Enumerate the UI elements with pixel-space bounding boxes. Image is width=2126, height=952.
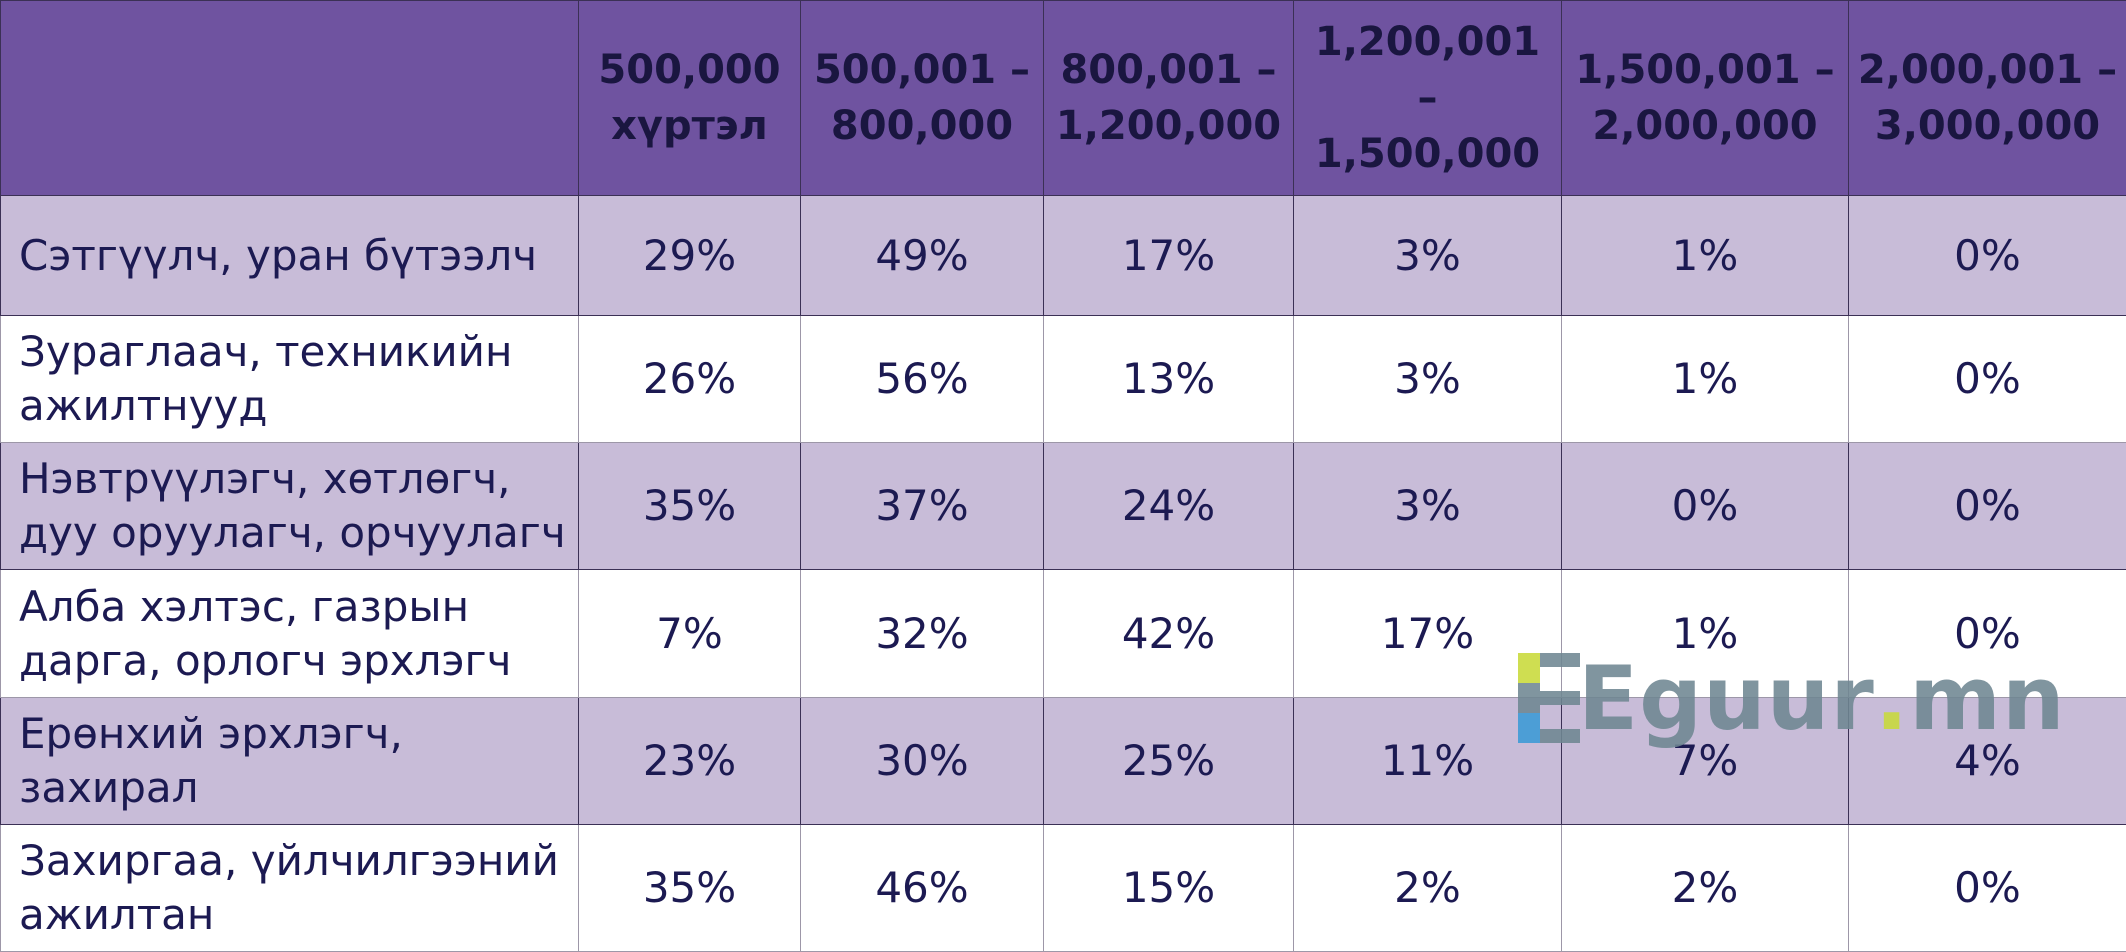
table-row: Алба хэлтэс, газрын дарга, орлогч эрхлэг… [0, 569, 2126, 698]
value-cell: 3% [1293, 194, 1562, 317]
value-cell: 0% [1848, 569, 2126, 698]
table-row: Захиргаа, үйлчилгээний ажилтан 35% 46% 1… [0, 823, 2126, 952]
value-cell: 2% [1293, 823, 1562, 952]
table-row: Сэтгүүлч, уран бүтээлч 29% 49% 17% 3% 1%… [0, 194, 2126, 317]
value-cell: 7% [1561, 696, 1849, 825]
value-cell: 30% [800, 696, 1044, 825]
value-cell: 32% [800, 569, 1044, 698]
row-label: Ерөнхий эрхлэгч, захирал [0, 696, 579, 825]
table-row: Зураглаач, техникийн ажилтнууд 26% 56% 1… [0, 315, 2126, 444]
value-cell: 0% [1848, 194, 2126, 317]
value-cell: 17% [1043, 194, 1294, 317]
table-row: Нэвтрүүлэгч, хөтлөгч, дуу оруулагч, орчу… [0, 442, 2126, 571]
header-cell-range: 1,500,001 – 2,000,000 [1561, 0, 1849, 196]
value-cell: 26% [578, 315, 801, 444]
value-cell: 56% [800, 315, 1044, 444]
value-cell: 3% [1293, 315, 1562, 444]
value-cell: 0% [1848, 315, 2126, 444]
row-label: Захиргаа, үйлчилгээний ажилтан [0, 823, 579, 952]
table-row: Ерөнхий эрхлэгч, захирал 23% 30% 25% 11%… [0, 696, 2126, 825]
header-cell-blank [0, 0, 579, 196]
value-cell: 35% [578, 823, 801, 952]
value-cell: 23% [578, 696, 801, 825]
header-cell-range: 500,000 хүртэл [578, 0, 801, 196]
value-cell: 13% [1043, 315, 1294, 444]
watermark-text: Eguur [1578, 646, 1875, 750]
value-cell: 42% [1043, 569, 1294, 698]
header-cell-range: 1,200,001 – 1,500,000 [1293, 0, 1562, 196]
value-cell: 0% [1561, 442, 1849, 571]
value-cell: 25% [1043, 696, 1294, 825]
header-cell-range: 2,000,001 – 3,000,000 [1848, 0, 2126, 196]
value-cell: 29% [578, 194, 801, 317]
value-cell: 17% [1293, 569, 1562, 698]
row-label: Сэтгүүлч, уран бүтээлч [0, 194, 579, 317]
value-cell: 3% [1293, 442, 1562, 571]
watermark-dot: . [1874, 646, 1910, 750]
row-label: Нэвтрүүлэгч, хөтлөгч, дуу оруулагч, орчу… [0, 442, 579, 571]
value-cell: 1% [1561, 194, 1849, 317]
value-cell: 1% [1561, 315, 1849, 444]
value-cell: 37% [800, 442, 1044, 571]
header-row: 500,000 хүртэл 500,001 – 800,000 800,001… [0, 0, 2126, 196]
row-label: Зураглаач, техникийн ажилтнууд [0, 315, 579, 444]
value-cell: 35% [578, 442, 801, 571]
value-cell: 7% [578, 569, 801, 698]
value-cell: 2% [1561, 823, 1849, 952]
value-cell: 24% [1043, 442, 1294, 571]
eguur-e-icon [1518, 653, 1580, 743]
value-cell: 46% [800, 823, 1044, 952]
watermark-tld: mn [1909, 646, 2066, 750]
value-cell: 49% [800, 194, 1044, 317]
value-cell: 4% [1848, 696, 2126, 825]
row-label: Алба хэлтэс, газрын дарга, орлогч эрхлэг… [0, 569, 579, 698]
header-cell-range: 800,001 – 1,200,000 [1043, 0, 1294, 196]
value-cell: 1% [1561, 569, 1849, 698]
value-cell: 15% [1043, 823, 1294, 952]
value-cell: 0% [1848, 442, 2126, 571]
value-cell: 0% [1848, 823, 2126, 952]
eguur-watermark-logo: Eguur. mn [1518, 647, 2066, 750]
header-cell-range: 500,001 – 800,000 [800, 0, 1044, 196]
